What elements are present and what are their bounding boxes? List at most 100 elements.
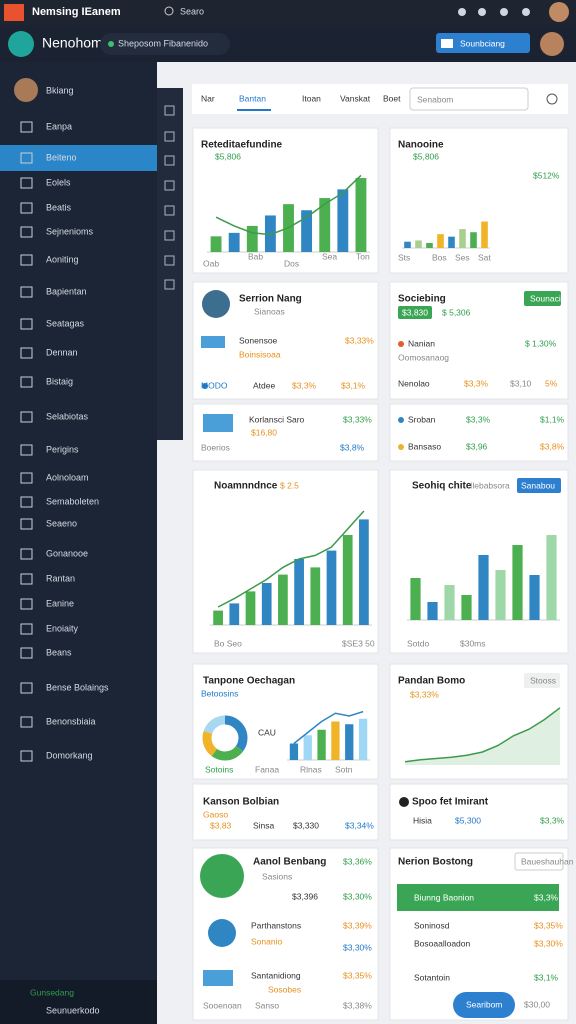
card-text: Serrion Nang	[239, 294, 302, 305]
sidebar-item[interactable]: Seatagas	[46, 318, 85, 328]
card-text: Sonensoe	[239, 335, 278, 345]
sidebar-item[interactable]: Benonsbiaia	[46, 716, 96, 726]
header-button-label[interactable]: Sounbciang	[460, 38, 505, 48]
card-text: Sasions	[262, 871, 292, 881]
badge	[524, 291, 561, 306]
card-text: MODO	[201, 380, 228, 390]
sidebar-item[interactable]: Eanpa	[46, 121, 72, 131]
sidebar-icon	[20, 444, 33, 456]
card-text: Sounaci	[530, 293, 561, 303]
sidebar-icon	[20, 121, 33, 133]
top-icon[interactable]	[500, 8, 508, 16]
sidebar-item[interactable]: Gonanooe	[46, 548, 88, 558]
card-text: $3,38%	[343, 1000, 372, 1010]
card-text: Noamnndnce	[214, 481, 278, 492]
card-text: Oomosanaog	[398, 352, 449, 362]
bar	[228, 232, 240, 252]
card-text: $5,300	[455, 815, 481, 825]
bar	[326, 550, 337, 625]
card-text: Pandan Bomo	[398, 676, 465, 687]
bar	[410, 578, 421, 620]
card-text: Boerios	[201, 442, 230, 452]
sidebar-icon	[20, 347, 33, 359]
sidebar-item[interactable]: Eolels	[46, 177, 71, 187]
tab-underline	[237, 109, 271, 111]
sidebar-icon	[20, 750, 33, 762]
card-text: Nerion Bostong	[398, 857, 473, 868]
header-title: Nenohom	[42, 35, 103, 51]
tab[interactable]: Nar	[201, 93, 215, 103]
card-text: Searibom	[466, 999, 502, 1009]
tab[interactable]: Itoan	[302, 93, 321, 103]
card-text: $3,30%	[343, 891, 372, 901]
card-text: Sea	[322, 251, 337, 261]
sidebar-item[interactable]: Semaboleten	[46, 496, 99, 506]
bar	[495, 570, 506, 620]
sidebar-item[interactable]: Seaeno	[46, 518, 77, 528]
card-text: Seohiq chite	[412, 481, 472, 492]
top-icon[interactable]	[522, 8, 530, 16]
card-text: Bab	[248, 251, 263, 261]
logo	[8, 31, 34, 57]
tab[interactable]: Boet	[383, 93, 401, 103]
card-text: $3,33%	[345, 335, 374, 345]
strip-icon	[164, 205, 175, 216]
sidebar-footer-label: Gunsedang	[30, 987, 74, 997]
card-text: $3,83	[210, 820, 232, 830]
sidebar-item[interactable]: Bense Bolaings	[46, 682, 109, 692]
pill-button	[453, 992, 515, 1018]
sidebar-item[interactable]: Dennan	[46, 347, 78, 357]
sidebar-item[interactable]: Perigins	[46, 444, 79, 454]
bar	[359, 519, 369, 625]
trend-line	[293, 710, 364, 745]
sidebar-item[interactable]: Rantan	[46, 573, 75, 583]
strip-icon	[164, 131, 175, 142]
sidebar-icon	[20, 472, 33, 484]
sidebar-item[interactable]: Beiteno	[46, 152, 77, 162]
card	[389, 127, 569, 274]
card-text: Ilebabsora	[470, 480, 510, 490]
sidebar-item[interactable]: Aolnoloam	[46, 472, 89, 482]
tab[interactable]: Bantan	[239, 93, 266, 103]
bar	[229, 603, 240, 625]
search-box	[409, 87, 529, 111]
card-text: $3,30%	[343, 942, 372, 952]
sidebar-item[interactable]: Bapientan	[46, 286, 87, 296]
sidebar-item[interactable]: Sejnenioms	[46, 226, 94, 236]
search-icon	[164, 6, 174, 16]
top-icon[interactable]	[478, 8, 486, 16]
bar	[529, 575, 540, 620]
user-avatar[interactable]	[540, 32, 564, 56]
top-icon[interactable]	[458, 8, 466, 16]
sidebar-item[interactable]: Domorkang	[46, 750, 93, 760]
sidebar-icon	[20, 286, 33, 298]
card-text: $3,8%	[340, 442, 365, 452]
bar	[210, 236, 222, 252]
sidebar-item[interactable]: Eanine	[46, 598, 74, 608]
status-dot	[108, 41, 114, 47]
sidebar-item[interactable]: Beans	[46, 647, 72, 657]
sidebar-item[interactable]: Bistaig	[46, 376, 73, 386]
sidebar-item[interactable]: Beatis	[46, 202, 72, 212]
bar	[310, 567, 321, 625]
thumb	[203, 414, 233, 432]
search-label: Searo	[180, 6, 204, 16]
search-input[interactable]: Senabom	[417, 94, 453, 104]
card-text: $3,33%	[343, 414, 372, 424]
button	[517, 478, 561, 493]
tab[interactable]: Vanskat	[340, 93, 371, 103]
sidebar-item[interactable]: Selabiotas	[46, 411, 89, 421]
sidebar-item[interactable]: Aoniting	[46, 254, 79, 264]
bar	[444, 585, 455, 620]
card-text: $3,1%	[534, 972, 559, 982]
sidebar-icon	[20, 318, 33, 330]
top-avatar[interactable]	[549, 2, 569, 22]
card-text: $3,3%	[540, 815, 565, 825]
sidebar-item[interactable]: Enoiaity	[46, 623, 79, 633]
card-text: Korlansci Saro	[249, 414, 305, 424]
bar	[470, 232, 477, 248]
card-text: Hisia	[413, 815, 432, 825]
card-text: Sosobes	[268, 984, 301, 994]
card-text: $30ms	[460, 638, 486, 648]
